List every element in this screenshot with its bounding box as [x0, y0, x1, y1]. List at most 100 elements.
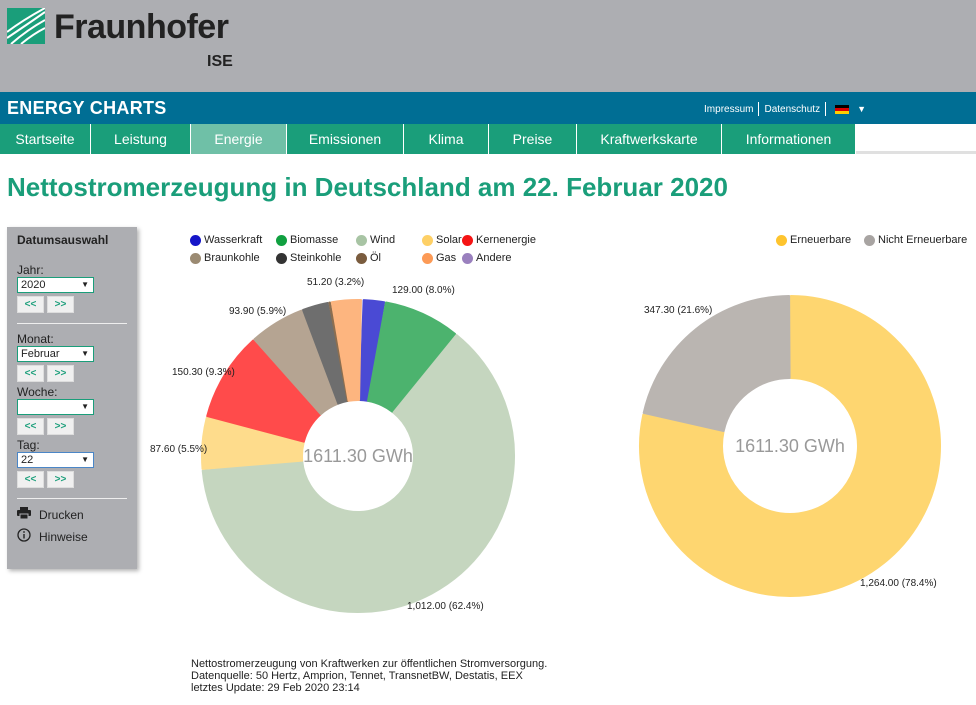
data-label-gas: 51.20 (3.2%) [307, 277, 364, 288]
data-label-erneuerbare: 1,264.00 (78.4%) [860, 578, 937, 589]
legend-item-solar[interactable]: Solar [422, 234, 462, 246]
day-prev-button[interactable]: << [17, 471, 44, 488]
legend-label: Gas [436, 252, 457, 264]
legend-label: Erneuerbare [790, 234, 852, 246]
week-select[interactable]: ▼ [17, 399, 94, 415]
brand-title[interactable]: ENERGY CHARTS [7, 98, 167, 118]
slice-wind[interactable] [201, 334, 515, 613]
month-label: Monat: [17, 332, 54, 346]
print-label: Drucken [39, 507, 84, 522]
data-label-biomasse: 129.00 (8.0%) [392, 285, 455, 296]
legend-item-wind[interactable]: Wind [356, 234, 395, 246]
nav-tab-energie[interactable]: Energie [191, 124, 287, 154]
impressum-link[interactable]: Impressum [704, 103, 754, 115]
legend-swatch [356, 252, 367, 264]
legend-item-wasserkraft[interactable]: Wasserkraft [190, 234, 262, 246]
year-next-button[interactable]: >> [47, 296, 74, 313]
day-label: Tag: [17, 438, 40, 452]
nav-tab-preise[interactable]: Preise [489, 124, 577, 154]
footer-update: letztes Update: 29 Feb 2020 23:14 [191, 682, 360, 694]
week-prev-button[interactable]: << [17, 418, 44, 435]
datenschutz-link[interactable]: Datenschutz [764, 103, 821, 115]
slice-braunkohle[interactable] [253, 309, 339, 416]
legend-label: Öl [370, 252, 381, 264]
logo-text: Fraunhofer [54, 8, 229, 46]
legend-swatch [776, 234, 787, 246]
legend-label: Solar [436, 234, 462, 246]
month-prev-button[interactable]: << [17, 365, 44, 382]
slice-solar[interactable] [201, 416, 305, 470]
month-select[interactable]: Februar ▼ [17, 346, 94, 362]
printer-icon [17, 507, 31, 522]
legend-label: Braunkohle [204, 252, 260, 264]
legend-item-gas[interactable]: Gas [422, 252, 456, 264]
chevron-down-icon: ▼ [81, 402, 89, 411]
data-label-kernenergie: 150.30 (9.3%) [172, 367, 235, 378]
top-links: Impressum Datenschutz ▼ [704, 102, 866, 116]
chevron-down-icon: ▼ [81, 455, 89, 464]
renewable-donut-chart: 1,264.00 (78.4%) 347.30 (21.6%) 1611.30 GW… [639, 295, 941, 597]
legend-item-steinkohle[interactable]: Steinkohle [276, 252, 341, 264]
info-icon [17, 528, 31, 545]
chevron-down-icon: ▼ [81, 349, 89, 358]
data-label-nicht-erneuerbare: 347.30 (21.6%) [644, 305, 712, 316]
legend-swatch [422, 252, 433, 264]
legend-item-braunkohle[interactable]: Braunkohle [190, 252, 260, 264]
legend-item-öl[interactable]: Öl [356, 252, 381, 264]
day-select[interactable]: 22 ▼ [17, 452, 94, 468]
legend-label: Wasserkraft [204, 234, 263, 246]
legend-item-erneuerbare[interactable]: Erneuerbare [776, 234, 851, 246]
legend-swatch [462, 234, 473, 246]
nav-tab-emissionen[interactable]: Emissionen [287, 124, 404, 154]
nav-tab-informationen[interactable]: Informationen [722, 124, 856, 154]
legend-swatch [276, 252, 287, 264]
legend-item-biomasse[interactable]: Biomasse [276, 234, 338, 246]
data-label-wind: 1,012.00 (62.4%) [407, 601, 484, 612]
slice-biomasse[interactable] [367, 301, 457, 414]
legend-swatch [356, 234, 367, 246]
legend-label: Steinkohle [290, 252, 342, 264]
nav-tab-leistung[interactable]: Leistung [91, 124, 191, 154]
slice-nicht-erneuerbare[interactable] [642, 295, 791, 432]
divider [825, 102, 827, 116]
main-nav: Startseite Leistung Energie Emissionen Klima… [0, 124, 976, 154]
year-label: Jahr: [17, 263, 44, 277]
slice-kernenergie[interactable] [206, 339, 322, 443]
center-total-label: 1611.30 GWh [735, 436, 845, 456]
slice-erneuerbare[interactable] [639, 295, 941, 597]
fraunhofer-logo-icon[interactable] [7, 8, 45, 44]
legend-item-kernenergie[interactable]: Kernenergie [462, 234, 536, 246]
legend-swatch [276, 234, 287, 246]
slice-gas[interactable] [330, 299, 362, 402]
year-prev-button[interactable]: << [17, 296, 44, 313]
notes-button[interactable]: Hinweise [17, 528, 127, 545]
chart2-legend: Erneuerbare Nicht Erneuerbare [776, 234, 976, 252]
language-dropdown-icon[interactable]: ▼ [857, 104, 866, 114]
print-button[interactable]: Drucken [17, 507, 127, 522]
legend-label: Nicht Erneuerbare [878, 234, 968, 246]
chart1-legend: Wasserkraft Biomasse Wind Solar Kernenergie B… [190, 234, 550, 270]
day-next-button[interactable]: >> [47, 471, 74, 488]
nav-tab-klima[interactable]: Klima [404, 124, 489, 154]
data-label-braunkohle: 93.90 (5.9%) [229, 306, 286, 317]
page-title: Nettostromerzeugung in Deutschland am 22… [7, 172, 728, 202]
footer-source: Datenquelle: 50 Hertz, Amprion, Tennet, … [191, 670, 523, 682]
legend-swatch [190, 252, 201, 264]
month-next-button[interactable]: >> [47, 365, 74, 382]
week-next-button[interactable]: >> [47, 418, 74, 435]
de-flag-icon[interactable] [835, 104, 850, 114]
legend-swatch [462, 252, 473, 264]
divider [17, 323, 127, 324]
legend-item-nicht-erneuerbare[interactable]: Nicht Erneuerbare [864, 234, 967, 246]
brand-bar: ENERGY CHARTS Impressum Datenschutz ▼ [0, 92, 976, 124]
panel-title: Datumsauswahl [17, 233, 109, 247]
nav-tab-startseite[interactable]: Startseite [0, 124, 91, 154]
legend-item-andere[interactable]: Andere [462, 252, 511, 264]
chevron-down-icon: ▼ [81, 280, 89, 289]
nav-tab-kraftwerkskarte[interactable]: Kraftwerkskarte [577, 124, 722, 154]
notes-label: Hinweise [39, 529, 88, 544]
legend-swatch [190, 234, 201, 246]
legend-label: Wind [370, 234, 396, 246]
year-select[interactable]: 2020 ▼ [17, 277, 94, 293]
legend-label: Biomasse [290, 234, 339, 246]
